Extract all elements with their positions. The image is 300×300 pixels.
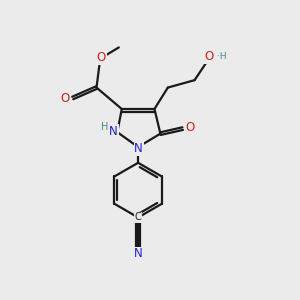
Text: O: O xyxy=(61,92,70,105)
Text: ·H: ·H xyxy=(217,52,227,61)
Text: N: N xyxy=(134,247,142,260)
Text: C: C xyxy=(135,212,142,223)
Text: N: N xyxy=(110,125,118,138)
Text: H: H xyxy=(101,122,109,132)
Text: N: N xyxy=(134,142,143,155)
Text: O: O xyxy=(97,51,106,64)
Text: O: O xyxy=(204,50,214,63)
Text: O: O xyxy=(185,121,195,134)
